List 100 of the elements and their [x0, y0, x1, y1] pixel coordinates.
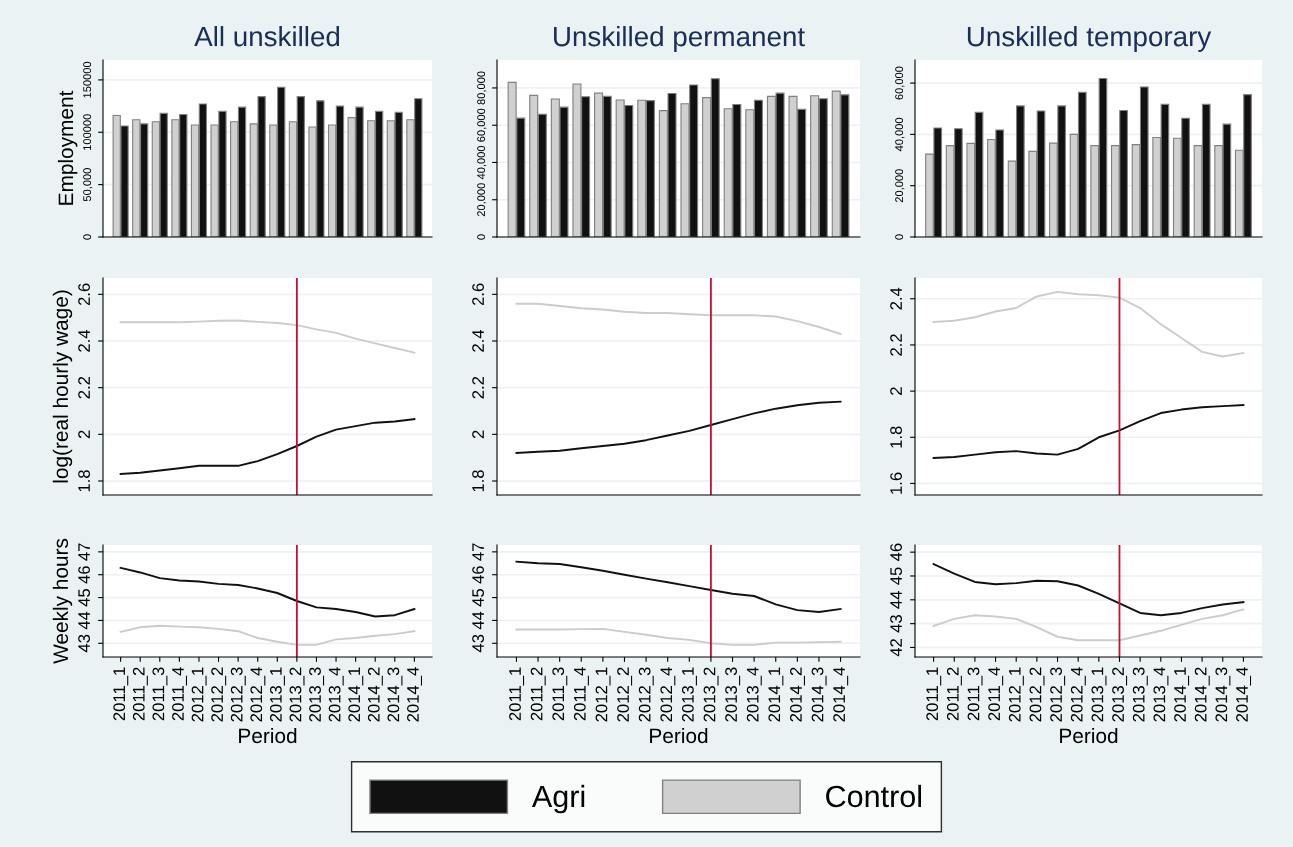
x-tick-label: 2012_1 [1008, 667, 1024, 722]
y-tick-label: 45 [472, 589, 484, 607]
x-tick-label: 2011_1 [926, 667, 942, 721]
y-tick-label: 2.2 [890, 334, 902, 356]
x-tick-label: 2013_3 [309, 667, 325, 722]
y-tick-label: 46 [78, 566, 90, 584]
y-tick-label: 44 [78, 611, 90, 630]
chart-title: All unskilled [194, 25, 340, 47]
y-tick-label: 0 [895, 234, 904, 240]
line-series [515, 560, 842, 613]
y-tick-label: 44 [472, 611, 484, 630]
x-tick-label: 2013_4 [328, 667, 344, 722]
y-tick-label: 1.8 [78, 470, 90, 492]
x-tick-label: 2013_3 [725, 667, 741, 722]
y-tick-label: 2.2 [78, 376, 90, 399]
x-tick-label: 2014_2 [790, 667, 805, 722]
line-series [515, 627, 842, 646]
y-tick-label: 2 [890, 387, 902, 395]
x-tick-label: 2011_3 [552, 667, 568, 721]
x-tick-label: 2011_1 [509, 667, 525, 721]
line-series [119, 418, 416, 475]
x-tick-label: 2013_2 [1112, 667, 1128, 722]
x-tick-label: 2014_3 [1215, 667, 1231, 722]
chart-title: Unskilled temporary [967, 25, 1212, 52]
y-tick-label: 20,000 [895, 169, 905, 203]
x-tick-label: 2014_4 [833, 667, 849, 722]
x-tick-label: 2012_3 [638, 667, 654, 722]
x-tick-label: 2012_4 [250, 667, 266, 722]
x-tick-label: 2013_2 [703, 667, 719, 722]
y-tick-label: 45 [78, 589, 90, 607]
x-tick-label: 2012_1 [595, 667, 611, 722]
x-tick-label: 2012_2 [617, 667, 633, 722]
x-axis-title: Period [1060, 727, 1118, 744]
y-tick-label: 45 [890, 567, 902, 585]
y-tick-label: 46 [472, 566, 484, 584]
y-tick-label: 60,000 [477, 108, 487, 142]
x-tick-label: 2011_2 [132, 667, 148, 721]
x-axis-title: Period [650, 727, 708, 744]
x-tick-label: 2012_2 [211, 667, 227, 722]
x-tick-label: 2013_2 [289, 667, 305, 722]
x-tick-label: 2013_4 [1153, 667, 1169, 722]
y-axis-title: Employment [57, 90, 78, 205]
x-tick-label: 2013_3 [1132, 667, 1148, 722]
x-tick-label: 2012_2 [1029, 667, 1045, 722]
y-tick-label: 44 [890, 591, 902, 609]
x-tick-label: 2013_1 [681, 667, 697, 722]
legend-label: Agri [531, 784, 585, 814]
y-tick-label: 2 [472, 430, 484, 439]
y-tick-label: 100000 [83, 114, 92, 150]
y-tick-label: 2.6 [78, 283, 90, 306]
y-tick-label: 40,000 [895, 117, 905, 152]
x-tick-label: 2014_1 [1174, 667, 1190, 722]
x-tick-label: 2014_3 [811, 667, 827, 722]
line-series [119, 319, 416, 354]
y-tick-label: 50,000 [83, 168, 93, 202]
line-series [932, 404, 1245, 460]
x-tick-label: 2013_4 [746, 667, 762, 722]
y-tick-label: 2.4 [472, 329, 484, 352]
line-series [515, 302, 842, 335]
y-tick-label: 2.4 [890, 287, 902, 310]
y-tick-label: 1.6 [890, 472, 902, 494]
line-series [119, 566, 416, 618]
chart-title: Unskilled permanent [554, 25, 805, 52]
x-tick-label: 2013_1 [1091, 667, 1107, 722]
line-series [932, 563, 1245, 617]
y-tick-label: 46 [890, 543, 902, 562]
x-tick-label: 2012_4 [1070, 667, 1086, 722]
y-tick-label: 47 [78, 543, 90, 561]
line-series [932, 608, 1245, 642]
x-tick-label: 2014_1 [768, 667, 784, 722]
y-tick-label: 0 [477, 234, 486, 240]
y-tick-label: 43 [78, 634, 90, 653]
x-tick-label: 2011_2 [530, 667, 546, 721]
x-tick-label: 2011_4 [988, 667, 1004, 721]
y-axis-title: log(real hourly wage) [52, 290, 73, 483]
y-axis-title: Weekly hours [52, 538, 73, 664]
y-tick-label: 80,000 [477, 71, 487, 105]
x-tick-label: 2011_3 [152, 667, 168, 721]
y-tick-label: 2.2 [472, 376, 484, 399]
x-tick-label: 2014_4 [407, 667, 422, 722]
y-tick-label: 40,000 [477, 145, 487, 180]
y-tick-label: 150000 [83, 61, 92, 98]
legend-label: Control [826, 784, 922, 808]
y-tick-label: 1.8 [890, 426, 902, 448]
x-tick-label: 2012_1 [191, 667, 207, 722]
x-tick-label: 2014_1 [348, 667, 364, 722]
y-tick-label: 42 [890, 639, 902, 657]
x-tick-label: 2011_1 [113, 667, 129, 721]
x-tick-label: 2011_4 [172, 667, 187, 721]
x-tick-label: 2014_3 [387, 667, 403, 722]
line-series [515, 400, 842, 454]
x-tick-label: 2011_4 [573, 667, 589, 721]
y-tick-label: 2.6 [472, 283, 484, 306]
y-tick-label: 60,000 [895, 66, 905, 100]
line-series [119, 624, 416, 646]
x-tick-label: 2012_4 [660, 667, 676, 722]
x-tick-label: 2011_2 [946, 667, 962, 721]
x-tick-label: 2014_2 [367, 667, 383, 722]
y-tick-label: 2 [78, 430, 90, 439]
x-axis-title: Period [239, 727, 297, 744]
